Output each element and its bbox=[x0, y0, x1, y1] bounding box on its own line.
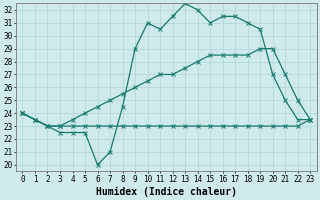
X-axis label: Humidex (Indice chaleur): Humidex (Indice chaleur) bbox=[96, 186, 237, 197]
